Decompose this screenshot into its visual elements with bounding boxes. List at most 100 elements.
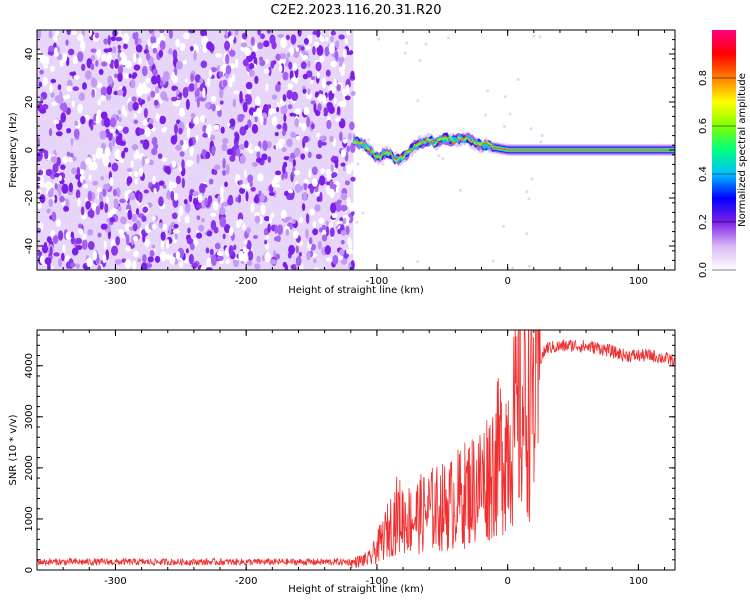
- noise-blob: [228, 35, 235, 41]
- noise-blob: [38, 81, 43, 88]
- noise-blob: [345, 248, 353, 255]
- noise-blob: [37, 251, 43, 257]
- noise-blob: [158, 35, 166, 43]
- noise-blob: [325, 69, 331, 77]
- noise-blob: [87, 210, 93, 218]
- noise-blob: [313, 102, 317, 113]
- noise-blob: [96, 48, 102, 59]
- noise-blob: [336, 83, 341, 92]
- faint-point: [530, 177, 534, 181]
- noise-blob: [95, 113, 100, 125]
- noise-blob: [158, 196, 164, 207]
- noise-blob: [39, 255, 45, 264]
- noise-blob: [141, 215, 147, 222]
- noise-blob: [103, 48, 110, 53]
- noise-blob: [48, 30, 53, 39]
- noise-blob: [349, 121, 355, 131]
- noise-blob: [39, 69, 44, 75]
- noise-blob: [329, 188, 335, 199]
- noise-blob: [50, 78, 57, 84]
- noise-blob: [164, 165, 171, 174]
- noise-blob: [100, 111, 108, 120]
- noise-blob: [97, 147, 104, 155]
- noise-blob: [137, 97, 142, 103]
- noise-blob: [326, 119, 332, 130]
- noise-blob: [298, 122, 303, 127]
- noise-blob: [140, 262, 148, 270]
- noise-blob: [78, 223, 83, 229]
- noise-blob: [133, 119, 139, 125]
- noise-blob: [220, 126, 225, 134]
- noise-blob: [177, 214, 181, 223]
- noise-blob: [88, 174, 92, 181]
- noise-blob: [53, 252, 60, 257]
- noise-blob: [78, 228, 84, 235]
- noise-blob: [155, 113, 160, 122]
- noise-blob: [329, 222, 334, 229]
- figure-title: C2E2.2023.116.20.31.R20: [270, 3, 441, 18]
- noise-blob: [204, 197, 208, 207]
- noise-blob: [276, 124, 282, 130]
- noise-blob: [103, 240, 107, 250]
- noise-blob: [111, 245, 119, 256]
- noise-blob: [301, 122, 307, 131]
- noise-blob: [213, 124, 220, 131]
- noise-blob: [287, 83, 294, 90]
- noise-blob: [90, 122, 94, 131]
- noise-blob: [336, 220, 343, 225]
- noise-blob: [100, 223, 108, 230]
- noise-blob: [65, 39, 69, 46]
- noise-blob: [220, 185, 224, 196]
- noise-blob: [234, 30, 239, 36]
- noise-blob: [162, 184, 167, 189]
- noise-blob: [311, 178, 318, 187]
- noise-blob: [320, 141, 327, 146]
- noise-blob: [263, 40, 270, 48]
- noise-blob: [238, 144, 246, 150]
- noise-blob: [279, 52, 287, 60]
- noise-blob: [189, 145, 194, 157]
- noise-blob: [342, 217, 347, 225]
- noise-blob: [190, 243, 195, 251]
- noise-blob: [175, 38, 181, 48]
- spectrogram-ytick-label: 20: [24, 96, 35, 109]
- noise-blob: [307, 60, 311, 68]
- faint-point: [525, 232, 529, 236]
- noise-blob: [313, 267, 320, 270]
- noise-blob: [41, 54, 47, 65]
- noise-blob: [134, 178, 138, 185]
- noise-blob: [137, 258, 142, 263]
- noise-blob: [160, 239, 165, 250]
- noise-blob: [111, 136, 116, 147]
- noise-blob: [243, 240, 248, 245]
- noise-blob: [151, 42, 159, 50]
- noise-blob: [261, 153, 268, 161]
- noise-blob: [174, 233, 178, 240]
- noise-blob: [327, 103, 334, 113]
- noise-blob: [168, 30, 173, 40]
- noise-blob: [92, 154, 96, 162]
- colorbar-tick-label: 0.4: [698, 166, 709, 182]
- noise-blob: [55, 30, 59, 36]
- noise-blob: [196, 215, 201, 221]
- noise-blob: [345, 164, 353, 175]
- noise-blob: [308, 237, 313, 245]
- spectrogram-xtick-label: 100: [629, 276, 648, 287]
- noise-blob: [255, 157, 263, 163]
- noise-blob: [125, 245, 131, 252]
- noise-blob: [77, 33, 84, 42]
- noise-blob: [318, 217, 325, 225]
- noise-blob: [233, 244, 237, 251]
- spectrogram-ytick-label: 40: [24, 48, 35, 61]
- noise-blob: [325, 220, 329, 226]
- noise-blob: [232, 73, 236, 83]
- noise-blob: [305, 228, 309, 239]
- noise-blob: [239, 91, 243, 102]
- noise-blob: [135, 44, 143, 53]
- noise-blob: [295, 135, 301, 141]
- noise-blob: [132, 101, 139, 111]
- faint-point: [491, 259, 495, 263]
- noise-blob: [256, 255, 261, 263]
- noise-blob: [43, 64, 49, 69]
